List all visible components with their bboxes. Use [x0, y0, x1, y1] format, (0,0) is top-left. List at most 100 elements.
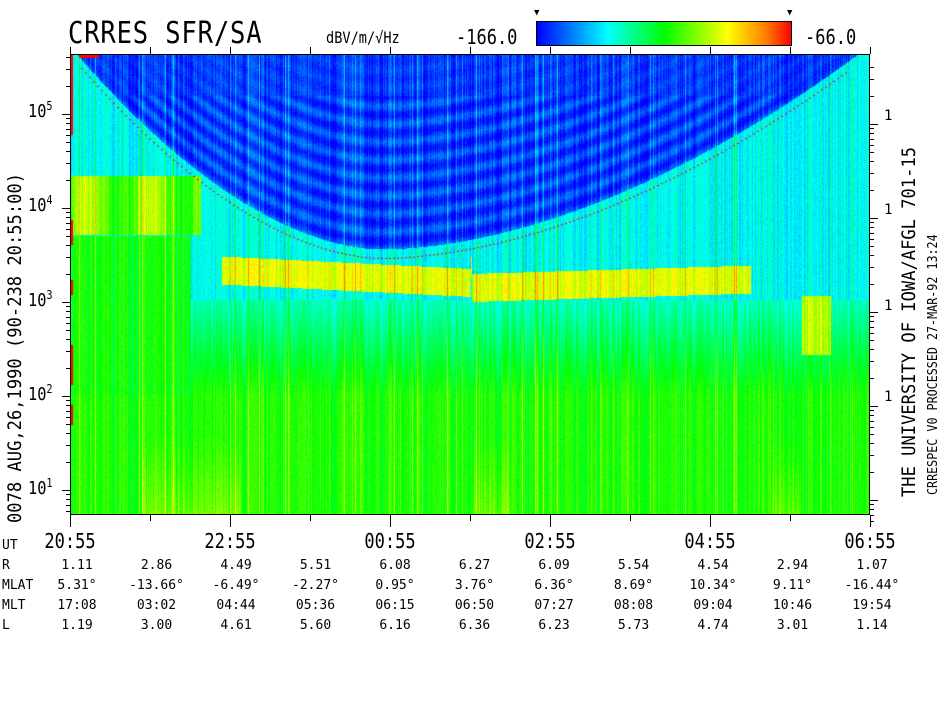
- x-tick-top: [150, 47, 151, 54]
- right-y-tick: [870, 144, 874, 146]
- x-tick: [390, 515, 391, 527]
- right-y-tick: [870, 443, 874, 445]
- y-tick: [66, 118, 70, 120]
- ephemeris-value: 17:08: [57, 598, 97, 613]
- y-tick: [66, 222, 70, 224]
- colorbar-min-marker-icon: ▼: [534, 8, 540, 18]
- ephemeris-value: 06:50: [454, 598, 495, 613]
- colorbar-units: dBV/m/√Hz: [326, 28, 400, 47]
- y-tick: [66, 494, 70, 496]
- y-tick: [66, 151, 70, 153]
- ephemeris-value: 6.36: [458, 618, 491, 633]
- y-tick: [66, 236, 70, 238]
- x-tick-label: 22:55: [204, 529, 256, 553]
- right-y-tick: [870, 332, 874, 334]
- ephemeris-value: 07:27: [534, 598, 574, 613]
- institution-label: THE UNIVERSITY OF IOWA/AFGL 701-15: [898, 146, 920, 498]
- right-y-tick: [870, 321, 874, 323]
- x-tick-top: [70, 47, 71, 54]
- y-tick: [66, 330, 70, 332]
- y-tick: [66, 123, 70, 125]
- y-tick: [62, 302, 70, 303]
- x-tick: [310, 515, 311, 521]
- y-tick: [66, 367, 70, 369]
- right-y-tick: [870, 255, 874, 257]
- ephemeris-value: 03:02: [136, 598, 177, 613]
- ephemeris-value: 9.11°: [772, 578, 813, 593]
- y-tick: [66, 405, 70, 407]
- x-tick: [550, 515, 551, 527]
- plot-title: CRRES SFR/SA: [68, 16, 263, 51]
- ephemeris-value: 3.76°: [454, 578, 495, 593]
- x-tick-top: [310, 47, 311, 54]
- right-y-tick: [870, 133, 874, 135]
- ephemeris-value: 6.08: [379, 558, 411, 573]
- spectrogram-heatmap: [71, 55, 869, 514]
- colorbar: [536, 21, 792, 46]
- ephemeris-value: 3.00: [140, 618, 173, 633]
- y-tick: [66, 400, 70, 402]
- colorbar-min: -166.0: [456, 25, 518, 49]
- x-tick-label: 04:55: [684, 529, 736, 553]
- x-tick-label: 06:55: [844, 529, 896, 553]
- colorbar-max-marker-icon: ▼: [787, 8, 793, 18]
- ephemeris-value: 5.73: [617, 618, 650, 633]
- y-tick: [66, 142, 70, 144]
- right-y-tick: [870, 95, 874, 97]
- right-y-tick: [870, 67, 874, 69]
- right-y-tick: [870, 79, 874, 81]
- y-tick: [66, 212, 70, 214]
- x-tick-label: 20:55: [44, 529, 96, 553]
- ephemeris-value: 6.23: [538, 618, 570, 633]
- y-tick: [66, 128, 70, 130]
- right-y-tick: [870, 520, 874, 522]
- ephemeris-value: 04:44: [216, 598, 256, 613]
- y-tick: [66, 316, 70, 318]
- ephemeris-row-label: MLAT: [2, 578, 34, 593]
- right-y-tick: [870, 227, 874, 229]
- y-tick: [66, 257, 70, 259]
- ephemeris-row-label: R: [2, 558, 10, 573]
- y-tick: [66, 416, 70, 418]
- right-y-tick: [870, 471, 874, 473]
- right-y-tick: [870, 173, 874, 175]
- y-tick: [66, 163, 70, 165]
- x-tick: [630, 515, 631, 521]
- ephemeris-value: 4.54: [697, 558, 729, 573]
- x-tick: [150, 515, 151, 521]
- x-tick: [70, 515, 71, 527]
- ephemeris-value: 3.01: [776, 618, 809, 633]
- ephemeris-value: 08:08: [613, 598, 654, 613]
- y-tick: [66, 339, 70, 341]
- right-y-tick: [870, 410, 874, 412]
- y-tick: [62, 490, 70, 491]
- y-tick-label: 102: [28, 382, 53, 405]
- right-y-tick: [870, 340, 874, 342]
- y-tick-label: 103: [28, 288, 53, 311]
- ephemeris-value: 6.16: [379, 618, 411, 633]
- right-y-tick: [870, 222, 874, 224]
- x-tick-top: [470, 47, 471, 54]
- processing-label: CRRESPEC V0 PROCESSED 27-MAR-92 13:24: [926, 234, 941, 495]
- ephemeris-value: 5.31°: [57, 578, 97, 593]
- ephemeris-value: 6.27: [458, 558, 491, 573]
- y-tick: [66, 228, 70, 230]
- ephemeris-value: 19:54: [852, 598, 892, 613]
- right-y-tick: [870, 504, 874, 506]
- right-y-tick: [870, 349, 874, 351]
- y-tick: [66, 311, 70, 313]
- y-tick: [62, 396, 70, 397]
- y-tick: [66, 322, 70, 324]
- ephemeris-value: -2.27°: [292, 578, 339, 593]
- x-tick: [470, 515, 471, 521]
- right-y-tick: [870, 326, 874, 328]
- right-y-tick: [870, 218, 878, 219]
- y-tick: [66, 499, 70, 501]
- x-tick-label: 00:55: [364, 529, 416, 553]
- y-tick: [66, 445, 70, 447]
- ephemeris-value: 4.61: [220, 618, 252, 633]
- x-tick-top: [550, 47, 551, 54]
- y-tick: [66, 134, 70, 136]
- right-y-tick: [870, 415, 874, 417]
